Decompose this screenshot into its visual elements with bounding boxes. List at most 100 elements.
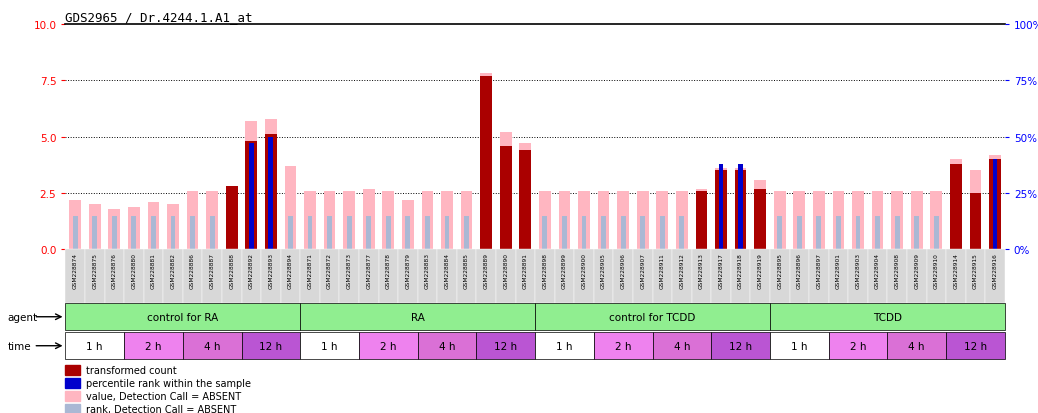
Text: GSM228876: GSM228876 bbox=[112, 253, 117, 288]
Bar bbox=[656, 191, 668, 250]
Text: 4 h: 4 h bbox=[674, 341, 690, 351]
Bar bbox=[672, 250, 691, 304]
Text: value, Detection Call = ABSENT: value, Detection Call = ABSENT bbox=[86, 391, 241, 401]
Bar bbox=[183, 250, 202, 304]
Bar bbox=[167, 205, 179, 250]
Bar bbox=[300, 304, 536, 330]
Bar bbox=[417, 250, 437, 304]
Bar bbox=[578, 191, 590, 250]
Text: GSM228914: GSM228914 bbox=[953, 253, 958, 288]
Bar bbox=[930, 191, 943, 250]
Bar bbox=[715, 169, 727, 250]
Bar bbox=[562, 216, 567, 250]
Bar bbox=[425, 216, 430, 250]
Bar bbox=[750, 250, 770, 304]
Bar bbox=[249, 216, 253, 250]
Bar bbox=[359, 332, 417, 359]
Bar bbox=[265, 135, 277, 250]
Bar bbox=[128, 207, 140, 250]
Bar bbox=[950, 164, 962, 250]
Text: GSM228872: GSM228872 bbox=[327, 253, 332, 288]
Bar bbox=[170, 216, 175, 250]
Text: GSM228875: GSM228875 bbox=[92, 253, 98, 288]
Bar bbox=[320, 250, 339, 304]
Bar bbox=[245, 121, 257, 250]
Text: GSM228910: GSM228910 bbox=[934, 253, 938, 288]
Bar bbox=[92, 216, 98, 250]
Bar bbox=[809, 250, 828, 304]
Bar bbox=[269, 138, 273, 250]
Text: GSM228896: GSM228896 bbox=[797, 253, 801, 288]
Text: 12 h: 12 h bbox=[964, 341, 987, 351]
Bar bbox=[151, 216, 156, 250]
Bar bbox=[887, 332, 946, 359]
Bar bbox=[755, 189, 766, 250]
Bar bbox=[855, 216, 861, 250]
Bar bbox=[711, 332, 770, 359]
Text: GSM228892: GSM228892 bbox=[249, 253, 254, 288]
Text: time: time bbox=[7, 341, 31, 351]
Bar bbox=[676, 191, 688, 250]
Text: GSM228898: GSM228898 bbox=[543, 253, 547, 288]
Text: rank, Detection Call = ABSENT: rank, Detection Call = ABSENT bbox=[86, 404, 237, 413]
Text: GSM228900: GSM228900 bbox=[581, 253, 586, 288]
Bar bbox=[242, 332, 300, 359]
Bar bbox=[887, 250, 907, 304]
Bar bbox=[500, 133, 512, 250]
Text: GSM228891: GSM228891 bbox=[523, 253, 527, 288]
Bar bbox=[790, 250, 809, 304]
Text: 1 h: 1 h bbox=[556, 341, 573, 351]
Bar bbox=[523, 216, 527, 250]
Bar bbox=[969, 171, 981, 250]
Bar bbox=[300, 332, 359, 359]
Text: GSM228912: GSM228912 bbox=[679, 253, 684, 288]
Bar bbox=[598, 191, 609, 250]
Text: control for RA: control for RA bbox=[147, 312, 218, 322]
Bar bbox=[738, 164, 743, 250]
Bar bbox=[872, 191, 883, 250]
Text: GSM228873: GSM228873 bbox=[347, 253, 352, 288]
Bar bbox=[245, 142, 257, 250]
Bar bbox=[758, 216, 763, 250]
Bar bbox=[406, 216, 410, 250]
Bar bbox=[327, 216, 332, 250]
Bar bbox=[574, 250, 594, 304]
Bar bbox=[536, 250, 554, 304]
Bar bbox=[828, 332, 887, 359]
Bar bbox=[85, 250, 105, 304]
Bar bbox=[496, 250, 516, 304]
Text: GSM228901: GSM228901 bbox=[836, 253, 841, 288]
Bar bbox=[65, 304, 300, 330]
Bar bbox=[653, 250, 672, 304]
Bar bbox=[344, 191, 355, 250]
Bar bbox=[793, 191, 805, 250]
Text: GSM228913: GSM228913 bbox=[699, 253, 704, 288]
Bar bbox=[536, 304, 770, 330]
Bar bbox=[536, 332, 594, 359]
Bar bbox=[476, 250, 496, 304]
Bar bbox=[774, 191, 786, 250]
Bar bbox=[832, 191, 844, 250]
Text: GSM228890: GSM228890 bbox=[503, 253, 509, 288]
Text: TCDD: TCDD bbox=[873, 312, 902, 322]
Bar bbox=[65, 250, 85, 304]
Text: 2 h: 2 h bbox=[380, 341, 397, 351]
Text: GSM228882: GSM228882 bbox=[170, 253, 175, 288]
Bar bbox=[324, 191, 335, 250]
Bar bbox=[680, 216, 684, 250]
Bar bbox=[226, 187, 238, 250]
Bar bbox=[461, 191, 472, 250]
Bar bbox=[735, 169, 746, 250]
Text: GDS2965 / Dr.4244.1.A1_at: GDS2965 / Dr.4244.1.A1_at bbox=[65, 11, 253, 24]
Bar bbox=[633, 250, 653, 304]
Bar bbox=[965, 250, 985, 304]
Bar bbox=[637, 191, 649, 250]
Bar bbox=[992, 216, 998, 250]
Bar bbox=[927, 250, 946, 304]
Bar bbox=[516, 250, 536, 304]
Bar bbox=[187, 191, 198, 250]
Bar bbox=[484, 216, 489, 250]
Bar bbox=[621, 216, 626, 250]
Bar bbox=[848, 250, 868, 304]
Text: GSM228916: GSM228916 bbox=[992, 253, 998, 288]
